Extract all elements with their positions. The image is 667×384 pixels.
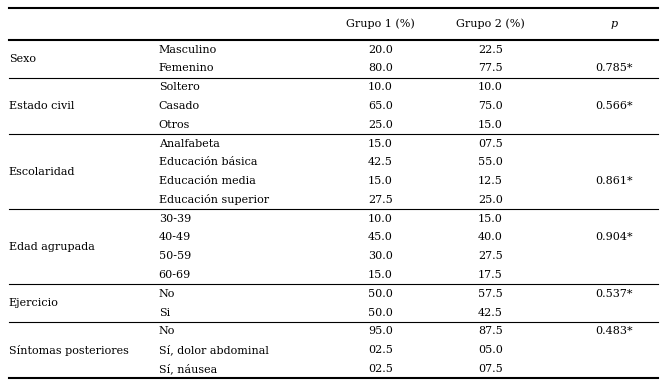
Text: 50-59: 50-59 xyxy=(159,251,191,261)
Text: Ejercicio: Ejercicio xyxy=(9,298,59,308)
Text: Otros: Otros xyxy=(159,120,190,130)
Text: Grupo 2 (%): Grupo 2 (%) xyxy=(456,19,525,29)
Text: 02.5: 02.5 xyxy=(368,364,393,374)
Text: 15.0: 15.0 xyxy=(368,139,393,149)
Text: 12.5: 12.5 xyxy=(478,176,503,186)
Text: 80.0: 80.0 xyxy=(368,63,393,73)
Text: 0.785*: 0.785* xyxy=(595,63,632,73)
Text: 05.0: 05.0 xyxy=(478,345,503,355)
Text: 25.0: 25.0 xyxy=(478,195,503,205)
Text: Educación básica: Educación básica xyxy=(159,157,257,167)
Text: 50.0: 50.0 xyxy=(368,289,393,299)
Text: No: No xyxy=(159,326,175,336)
Text: 15.0: 15.0 xyxy=(478,214,503,223)
Text: Sí, dolor abdominal: Sí, dolor abdominal xyxy=(159,345,269,356)
Text: 0.861*: 0.861* xyxy=(595,176,632,186)
Text: 42.5: 42.5 xyxy=(368,157,393,167)
Text: 17.5: 17.5 xyxy=(478,270,503,280)
Text: 40.0: 40.0 xyxy=(478,232,503,242)
Text: Educación superior: Educación superior xyxy=(159,194,269,205)
Text: Masculino: Masculino xyxy=(159,45,217,55)
Text: 40-49: 40-49 xyxy=(159,232,191,242)
Text: 45.0: 45.0 xyxy=(368,232,393,242)
Text: Escolaridad: Escolaridad xyxy=(9,167,75,177)
Text: 65.0: 65.0 xyxy=(368,101,393,111)
Text: 0.904*: 0.904* xyxy=(595,232,632,242)
Text: 10.0: 10.0 xyxy=(368,82,393,92)
Text: 07.5: 07.5 xyxy=(478,364,503,374)
Text: 57.5: 57.5 xyxy=(478,289,503,299)
Text: 30.0: 30.0 xyxy=(368,251,393,261)
Text: 0.483*: 0.483* xyxy=(595,326,632,336)
Text: 55.0: 55.0 xyxy=(478,157,503,167)
Text: 0.537*: 0.537* xyxy=(595,289,632,299)
Text: Estado civil: Estado civil xyxy=(9,101,74,111)
Text: 42.5: 42.5 xyxy=(478,308,503,318)
Text: 10.0: 10.0 xyxy=(478,82,503,92)
Text: Síntomas posteriores: Síntomas posteriores xyxy=(9,344,129,356)
Text: 02.5: 02.5 xyxy=(368,345,393,355)
Text: Femenino: Femenino xyxy=(159,63,214,73)
Text: 87.5: 87.5 xyxy=(478,326,503,336)
Text: 10.0: 10.0 xyxy=(368,214,393,223)
Text: Grupo 1 (%): Grupo 1 (%) xyxy=(346,19,415,29)
Text: Edad agrupada: Edad agrupada xyxy=(9,242,95,252)
Text: p: p xyxy=(610,19,617,29)
Text: 75.0: 75.0 xyxy=(478,101,503,111)
Text: Analfabeta: Analfabeta xyxy=(159,139,219,149)
Text: 15.0: 15.0 xyxy=(368,270,393,280)
Text: 22.5: 22.5 xyxy=(478,45,503,55)
Text: No: No xyxy=(159,289,175,299)
Text: 15.0: 15.0 xyxy=(368,176,393,186)
Text: Sí, náusea: Sí, náusea xyxy=(159,364,217,374)
Text: 07.5: 07.5 xyxy=(478,139,503,149)
Text: 60-69: 60-69 xyxy=(159,270,191,280)
Text: 77.5: 77.5 xyxy=(478,63,502,73)
Text: 15.0: 15.0 xyxy=(478,120,503,130)
Text: Casado: Casado xyxy=(159,101,200,111)
Text: Educación media: Educación media xyxy=(159,176,255,186)
Text: Si: Si xyxy=(159,308,170,318)
Text: 30-39: 30-39 xyxy=(159,214,191,223)
Text: 0.566*: 0.566* xyxy=(595,101,632,111)
Text: 95.0: 95.0 xyxy=(368,326,393,336)
Text: 27.5: 27.5 xyxy=(478,251,503,261)
Text: 27.5: 27.5 xyxy=(368,195,393,205)
Text: Soltero: Soltero xyxy=(159,82,199,92)
Text: 50.0: 50.0 xyxy=(368,308,393,318)
Text: 20.0: 20.0 xyxy=(368,45,393,55)
Text: Sexo: Sexo xyxy=(9,54,35,64)
Text: 25.0: 25.0 xyxy=(368,120,393,130)
